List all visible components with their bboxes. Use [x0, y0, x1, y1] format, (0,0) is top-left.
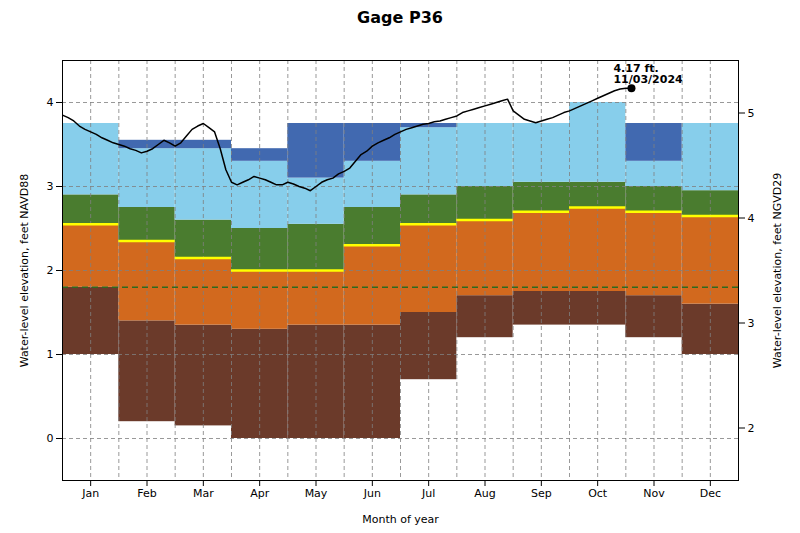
- svg-text:0: 0: [47, 432, 54, 445]
- svg-text:Jun: Jun: [363, 487, 381, 500]
- svg-text:2: 2: [748, 422, 755, 435]
- svg-text:Jan: Jan: [81, 487, 99, 500]
- svg-text:Sep: Sep: [531, 487, 552, 500]
- svg-text:May: May: [305, 487, 328, 500]
- svg-text:4: 4: [47, 96, 54, 109]
- svg-text:3: 3: [748, 317, 755, 330]
- svg-text:Month of year: Month of year: [362, 513, 439, 526]
- svg-text:Jul: Jul: [421, 487, 435, 500]
- svg-text:Dec: Dec: [700, 487, 721, 500]
- svg-text:1: 1: [47, 348, 54, 361]
- svg-text:Apr: Apr: [250, 487, 270, 500]
- svg-text:Mar: Mar: [193, 487, 214, 500]
- svg-text:Oct: Oct: [588, 487, 608, 500]
- svg-text:Nov: Nov: [643, 487, 665, 500]
- svg-text:Water-level elevation, feet NA: Water-level elevation, feet NAVD88: [18, 174, 31, 368]
- svg-text:3: 3: [47, 180, 54, 193]
- svg-text:Aug: Aug: [474, 487, 495, 500]
- svg-text:4: 4: [748, 212, 755, 225]
- svg-text:2: 2: [47, 264, 54, 277]
- svg-text:Water-level elevation, feet NG: Water-level elevation, feet NGVD29: [771, 173, 784, 368]
- svg-text:Feb: Feb: [137, 487, 156, 500]
- svg-text:5: 5: [748, 107, 755, 120]
- svg-text:4.17 ft.11/03/2024: 4.17 ft.11/03/2024: [613, 62, 683, 86]
- html-text:Gage P36: Gage P36: [357, 8, 443, 27]
